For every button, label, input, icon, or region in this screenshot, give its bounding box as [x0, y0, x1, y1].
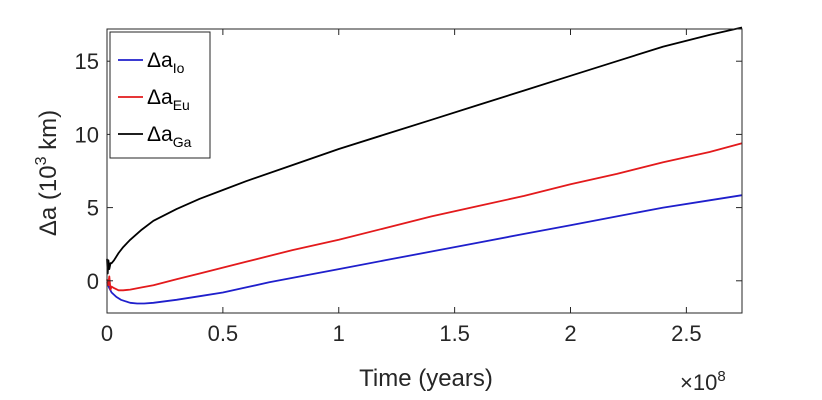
x-exponent-power: 8 — [717, 368, 725, 385]
y-tick-label: 15 — [75, 49, 99, 74]
plot-background — [107, 29, 742, 313]
y-axis-label-end: km) — [35, 110, 62, 157]
x-exponent-label: ×108 — [680, 368, 726, 395]
legend-entry-eu: ΔaEu — [147, 86, 190, 113]
series-line-eu — [106, 142, 743, 292]
legend-entry-ga: ΔaGa — [147, 123, 192, 150]
x-tick-label: 2 — [564, 321, 576, 346]
svg-text:Δa (103 km): Δa (103 km) — [33, 110, 62, 236]
svg-text:×108: ×108 — [680, 368, 726, 395]
y-tick-label: 0 — [87, 269, 99, 294]
x-tick-label: 2.5 — [671, 321, 702, 346]
y-axis-label: Δa (103 km) — [33, 110, 62, 236]
x-tick-label: 0.5 — [208, 321, 239, 346]
y-axis-label-sup: 3 — [33, 156, 50, 165]
legend-entry-io: ΔaIo — [147, 49, 185, 76]
series-line-ga — [106, 26, 743, 275]
y-axis-label-main: Δa (10 — [35, 165, 62, 236]
x-tick-label: 0 — [101, 321, 113, 346]
plot-area — [107, 29, 742, 313]
x-tick-label: 1 — [333, 321, 345, 346]
axes-box — [106, 28, 743, 314]
x-exponent-base: ×10 — [680, 370, 717, 395]
series-line-io — [106, 194, 743, 305]
x-tick-label: 1.5 — [439, 321, 470, 346]
y-tick-label: 10 — [75, 122, 99, 147]
legend: ΔaIo ΔaEu ΔaGa — [109, 31, 211, 159]
legend-box — [109, 31, 211, 159]
x-axis-label: Time (years) — [359, 365, 493, 392]
series-layer — [106, 26, 743, 305]
y-tick-label: 5 — [87, 196, 99, 221]
axes-layer: 0 0.5 1 1.5 2 2.5 0 5 10 15 — [75, 28, 743, 346]
